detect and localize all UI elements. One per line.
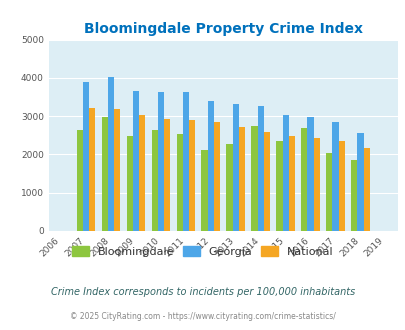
Bar bbox=[176, 134, 182, 231]
Title: Bloomingdale Property Crime Index: Bloomingdale Property Crime Index bbox=[83, 22, 362, 36]
Bar bbox=[332, 122, 338, 231]
Bar bbox=[313, 138, 319, 231]
Bar bbox=[356, 133, 363, 231]
Bar bbox=[238, 127, 245, 231]
Bar bbox=[182, 92, 189, 231]
Bar bbox=[139, 115, 145, 231]
Bar bbox=[89, 108, 95, 231]
Bar bbox=[126, 136, 132, 231]
Bar bbox=[201, 150, 207, 231]
Bar bbox=[257, 106, 263, 231]
Bar bbox=[363, 148, 369, 231]
Bar bbox=[213, 121, 220, 231]
Bar bbox=[282, 115, 288, 231]
Text: © 2025 CityRating.com - https://www.cityrating.com/crime-statistics/: © 2025 CityRating.com - https://www.city… bbox=[70, 312, 335, 321]
Bar bbox=[325, 153, 332, 231]
Bar bbox=[251, 126, 257, 231]
Bar bbox=[158, 92, 164, 231]
Bar bbox=[164, 119, 170, 231]
Bar bbox=[189, 120, 195, 231]
Bar bbox=[350, 160, 356, 231]
Bar bbox=[108, 77, 114, 231]
Bar bbox=[151, 130, 158, 231]
Bar bbox=[226, 144, 232, 231]
Bar bbox=[83, 82, 89, 231]
Bar bbox=[276, 141, 282, 231]
Bar bbox=[102, 117, 108, 231]
Bar bbox=[77, 130, 83, 231]
Legend: Bloomingdale, Georgia, National: Bloomingdale, Georgia, National bbox=[69, 243, 336, 260]
Bar bbox=[232, 104, 238, 231]
Bar bbox=[288, 136, 294, 231]
Bar bbox=[301, 128, 307, 231]
Bar bbox=[338, 141, 344, 231]
Bar bbox=[207, 101, 213, 231]
Bar bbox=[307, 116, 313, 231]
Bar bbox=[263, 132, 269, 231]
Text: Crime Index corresponds to incidents per 100,000 inhabitants: Crime Index corresponds to incidents per… bbox=[51, 287, 354, 297]
Bar bbox=[132, 91, 139, 231]
Bar bbox=[114, 109, 120, 231]
